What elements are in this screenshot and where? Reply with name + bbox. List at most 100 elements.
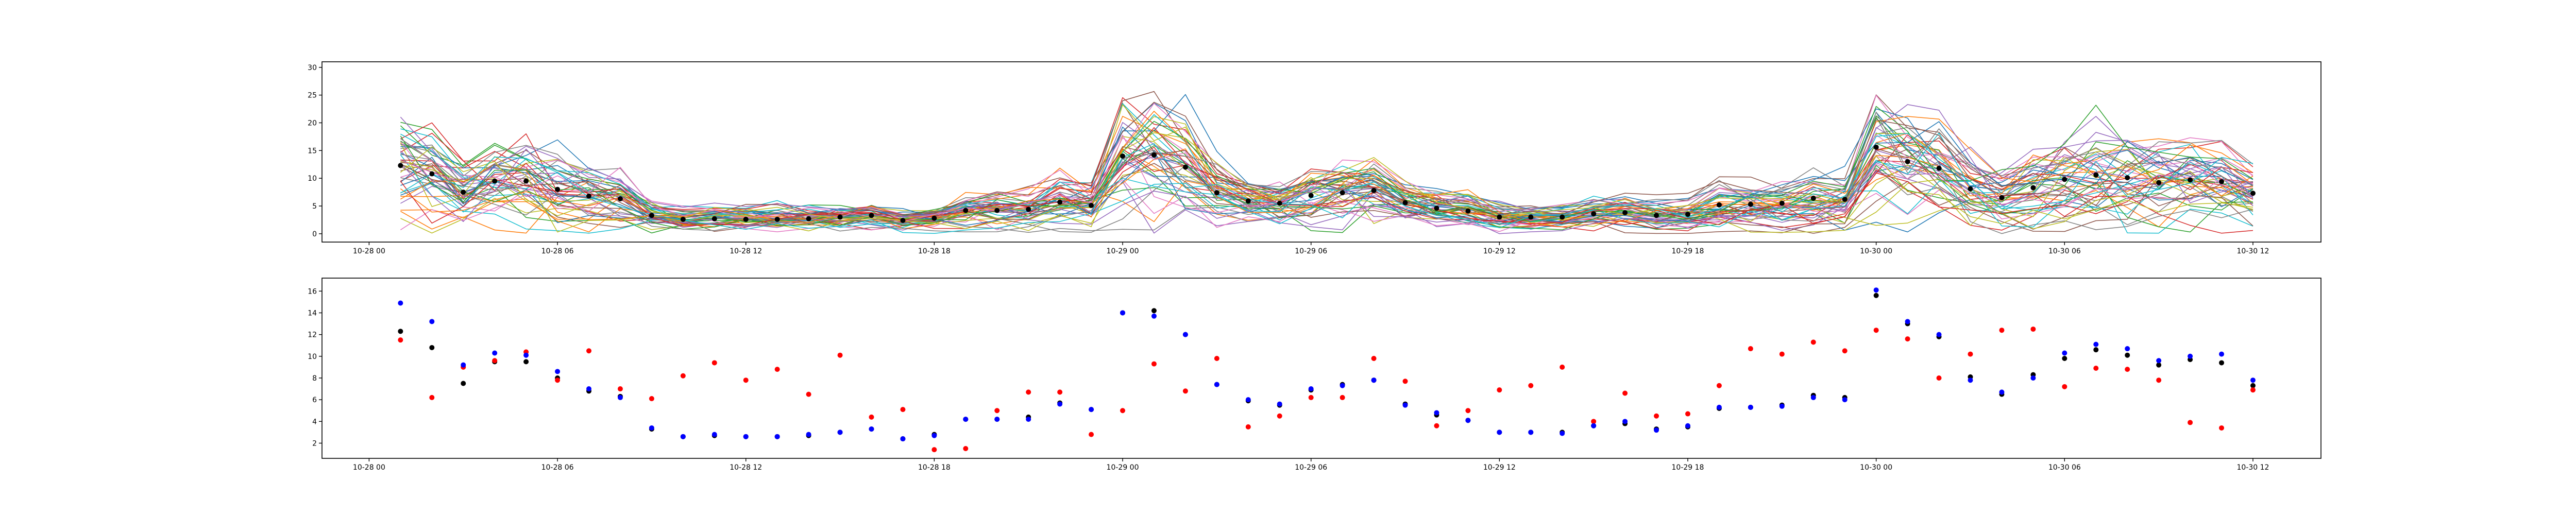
scatter-point [1497,387,1502,393]
scatter-point [2125,367,2130,372]
scatter-point [1182,332,1188,337]
scatter-point [743,377,749,383]
scatter-point [1402,402,1408,408]
scatter-point [1402,379,1408,384]
scatter-point [1999,389,2005,395]
ensemble-mean-point [1528,214,1534,220]
scatter-point [492,358,498,364]
ensemble-mean-point [994,208,1000,213]
scatter-point [1151,361,1157,367]
scatter-point [2250,383,2256,388]
scatter-point [1999,328,2005,333]
scatter-point [711,432,717,437]
ensemble-mean-point [837,214,843,220]
ensemble-member-lines [400,91,2253,234]
scatter-point [1905,319,1910,324]
x-tick-label: 10-29 00 [1107,247,1139,255]
scatter-point [1779,351,1785,357]
ensemble-mean-point [1968,186,1973,192]
ensemble-mean-point [1371,187,1377,193]
scatter-point [1151,308,1157,314]
ensemble-mean-point [900,218,906,223]
scatter-point [994,417,1000,422]
ensemble-mean-point [1654,213,1659,218]
ensemble-mean-point [1622,210,1628,215]
ensemble-mean-point [2062,177,2067,182]
ensemble-mean-point [429,171,435,177]
ensemble-mean-point [1402,200,1408,205]
ensemble-mean-point [1308,193,1314,198]
scatter-point [617,386,623,392]
scatter-points [398,287,2256,453]
scatter-point [931,447,937,453]
scatter-point [1968,351,1973,357]
x-tick-label: 10-29 06 [1295,247,1327,255]
y-tick-label: 10 [308,175,317,183]
scatter-point [1308,386,1314,392]
y-tick-label: 8 [312,374,317,383]
x-tick-label: 10-30 06 [2048,464,2081,472]
y-tick-label: 12 [308,331,317,339]
scatter-point [398,329,403,334]
x-tick-label: 10-28 18 [918,464,951,472]
ensemble-mean-point [1214,190,1219,196]
ensemble-mean-point [711,216,717,221]
scatter-point [2250,377,2256,383]
scatter-point [1026,417,1031,422]
bottom-axes-frame [321,278,2321,459]
scatter-point [1434,423,1439,428]
x-tick-label: 10-29 00 [1107,464,1139,472]
scatter-point [429,345,435,350]
scatter-point [2125,352,2130,358]
scatter-point [1182,388,1188,394]
scatter-point [586,386,592,392]
scatter-point [2093,347,2099,353]
scatter-point [649,396,654,402]
scatter-point [680,373,686,379]
scatter-point [398,337,403,343]
scatter-point [492,350,498,356]
scatter-point [429,319,435,324]
x-tick-label: 10-28 00 [353,464,385,472]
x-tick-label: 10-28 18 [918,247,951,255]
ensemble-mean-point [1810,195,1816,201]
y-tick-label: 15 [308,147,317,155]
scatter-point [1905,336,1910,342]
x-tick-label: 10-28 06 [541,247,574,255]
scatter-point [2250,387,2256,393]
scatter-point [1748,346,1753,352]
scatter-point [1528,430,1534,435]
scatter-point [1340,394,1345,400]
scatter-point [617,394,623,400]
scatter-point [1214,356,1219,362]
scatter-point [1560,431,1565,436]
scatter-point [1340,383,1345,388]
scatter-point [1528,383,1534,388]
ensemble-mean-point [1873,144,1879,150]
scatter-point [586,348,592,354]
scatter-point [2125,346,2130,352]
scatter-point [1810,394,1816,400]
x-tick-label: 10-28 06 [541,464,574,472]
scatter-point [1089,432,1094,437]
scatter-point [1842,397,1848,403]
scatter-point [1654,427,1659,433]
scatter-point [1654,413,1659,419]
ensemble-mean-point [1936,165,1942,171]
ensemble-mean-point [2219,179,2225,184]
x-tick-label: 10-28 12 [730,464,762,472]
scatter-point [2156,377,2162,383]
scatter-point [869,426,874,432]
ensemble-mean-point [461,190,466,195]
y-tick-label: 14 [308,309,317,317]
ensemble-mean-point [1716,202,1722,208]
x-tick-label: 10-29 12 [1483,464,1516,472]
scatter-point [1622,390,1628,396]
scatter-point [1873,293,1879,298]
scatter-point [1089,407,1094,413]
scatter-point [1245,397,1251,403]
scatter-point [555,369,561,374]
scatter-point [1497,430,1502,435]
scatter-point [806,432,811,437]
